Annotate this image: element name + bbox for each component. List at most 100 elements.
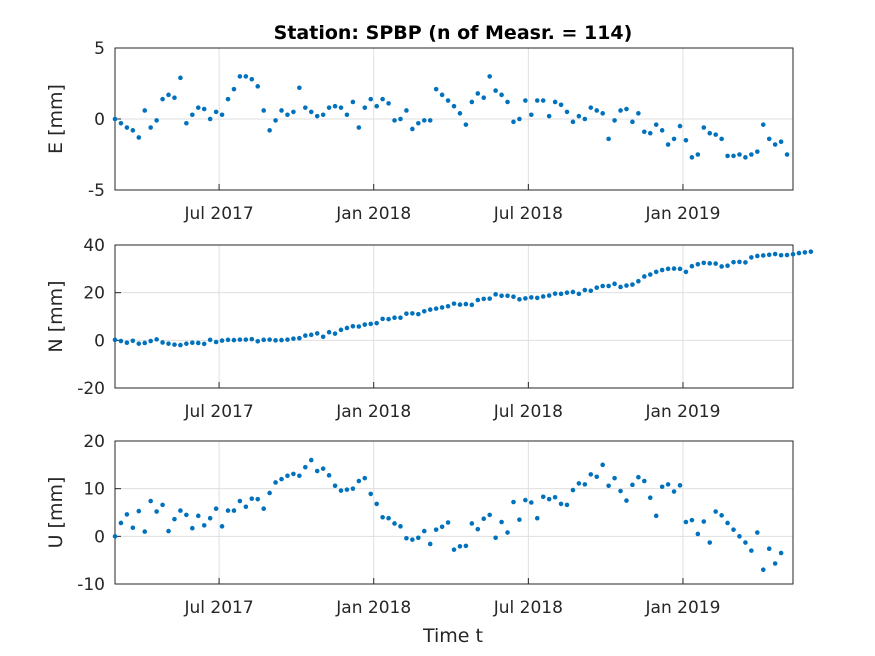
data-point [154,337,159,342]
data-point [713,261,718,266]
data-point [588,472,594,477]
data-point [624,283,629,288]
data-point [380,316,385,322]
data-point [386,515,391,521]
data-point [255,496,261,502]
data-point [612,281,617,287]
data-point [427,118,433,123]
data-point [564,502,570,508]
data-point [534,515,540,521]
y-tick-label: 0 [94,331,105,351]
data-point [540,98,546,103]
data-point [344,487,350,492]
data-point [772,251,778,257]
data-point [297,335,302,341]
data-point [326,473,332,478]
data-point [392,315,397,320]
data-point [778,252,784,258]
data-point [517,297,522,302]
data-point [124,340,130,346]
data-point [499,293,504,299]
data-point [178,508,183,513]
data-point [338,105,344,110]
data-point [493,88,498,93]
data-point [130,338,136,344]
data-point [303,105,308,110]
data-point [493,292,498,297]
data-point [118,120,124,126]
data-point [249,336,255,342]
data-point [552,291,558,296]
data-point [356,324,362,329]
data-point [439,305,445,310]
data-point [701,519,707,524]
data-point [255,338,261,344]
data-point [600,462,605,468]
data-point [659,267,665,273]
data-point [243,337,249,342]
data-point [671,136,677,142]
data-point [243,74,249,79]
data-point [433,306,439,311]
data-point [451,301,457,306]
data-point [636,278,641,284]
data-point [546,293,552,298]
x-tick-label: Jul 2018 [493,402,563,422]
data-point [410,311,415,316]
data-point [725,520,730,526]
data-point [451,103,457,109]
data-point [124,125,130,130]
data-point [118,520,124,526]
y-tick-label: 0 [94,527,105,547]
data-point [588,105,594,110]
data-point [130,525,136,531]
x-tick-label: Jul 2017 [183,204,253,224]
y-tick-label: 20 [83,432,105,452]
data-point [201,341,207,347]
data-point [326,329,332,335]
data-point [178,75,183,81]
data-point [511,499,516,505]
data-point [439,92,445,98]
data-point [184,341,189,346]
data-point [445,98,451,103]
data-point [707,540,713,545]
data-point [778,550,784,556]
data-point [350,486,356,491]
data-point [332,103,338,109]
data-point [249,496,255,501]
y-tick-label: 0 [94,110,105,130]
data-point [576,481,582,486]
data-point [184,512,189,518]
data-point [118,338,124,344]
x-tick-label: Jul 2018 [493,204,563,224]
data-point [594,285,600,290]
data-point [154,509,159,514]
data-point [606,136,611,142]
data-point [630,482,635,488]
axis-border [114,440,794,585]
data-point [505,530,510,535]
data-point [267,490,272,496]
y-axis-label-east: E [mm] [45,84,67,154]
data-point [172,516,177,522]
data-point [642,478,647,484]
data-point [636,111,641,116]
data-point [606,483,611,489]
data-point [225,337,231,343]
data-point [749,255,754,260]
data-point [273,338,278,343]
data-point [612,118,617,123]
data-point [416,120,421,126]
data-point [766,136,772,142]
data-point [303,464,308,470]
data-point [374,320,379,326]
data-point [523,98,528,103]
data-point [427,307,433,312]
data-point [475,526,481,532]
data-point [719,513,724,518]
data-point [671,266,677,271]
data-point [540,494,546,500]
data-point [332,331,338,336]
data-point [677,123,683,129]
